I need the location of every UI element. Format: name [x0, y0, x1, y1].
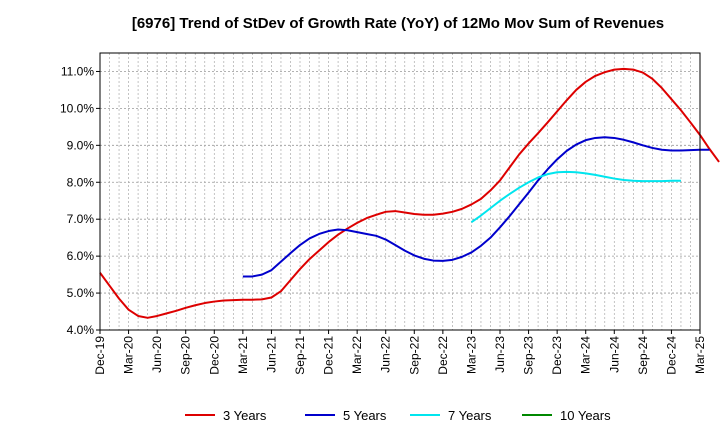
series-line-7-years	[470, 170, 681, 223]
chart-title: [6976] Trend of StDev of Growth Rate (Yo…	[132, 15, 664, 32]
legend-label: 3 Years	[223, 408, 267, 423]
y-tick-label: 4.0%	[67, 323, 95, 337]
legend-label: 5 Years	[343, 408, 387, 423]
x-tick-label: Mar-20	[122, 336, 136, 374]
series-lines	[99, 67, 720, 319]
grid	[99, 53, 701, 331]
x-tick-label: Dec-22	[436, 336, 450, 375]
plot-frame	[99, 52, 701, 331]
series-line-5-years	[242, 136, 710, 278]
x-tick-label: Jun-22	[379, 336, 393, 373]
x-tick-label: Jun-24	[607, 336, 621, 373]
x-tick-label: Mar-21	[236, 336, 250, 374]
y-tick-label: 11.0%	[61, 64, 94, 78]
x-tick-label: Dec-23	[550, 336, 564, 375]
y-tick-label: 6.0%	[67, 249, 95, 263]
x-tick-label: Dec-21	[322, 336, 336, 375]
x-tick-label: Dec-20	[207, 336, 221, 375]
x-tick-label: Sep-23	[522, 336, 536, 375]
legend-label: 10 Years	[560, 408, 611, 423]
x-tick-label: Jun-21	[264, 336, 278, 373]
legend: 3 Years 5 Years 7 Years 10 Years	[185, 408, 611, 423]
x-tick-label: Dec-24	[664, 336, 678, 375]
y-tick-label: 10.0%	[60, 101, 94, 115]
legend-label: 7 Years	[448, 408, 492, 423]
x-tick-label: Sep-20	[179, 336, 193, 375]
y-tick-label: 8.0%	[67, 175, 95, 189]
y-tick-label: 7.0%	[67, 212, 95, 226]
x-tick-label: Mar-25	[693, 336, 707, 374]
x-axis-ticks: Dec-19 Mar-20 Jun-20 Sep-20 Dec-20 Mar-21 Jun-…	[93, 330, 707, 375]
x-tick-label: Sep-22	[407, 336, 421, 375]
x-tick-label: Jun-20	[150, 336, 164, 373]
x-tick-label: Sep-21	[293, 336, 307, 375]
x-tick-label: Mar-22	[350, 336, 364, 374]
x-tick-label: Sep-24	[636, 336, 650, 375]
y-tick-label: 9.0%	[67, 138, 95, 152]
y-axis-ticks: 4.0% 5.0% 6.0% 7.0% 8.0% 9.0% 10.0% 11.0%	[60, 64, 100, 337]
x-tick-label: Mar-23	[464, 336, 478, 374]
x-tick-label: Jun-23	[493, 336, 507, 373]
series-line-3-years	[99, 67, 720, 319]
y-tick-label: 5.0%	[67, 286, 95, 300]
x-tick-label: Dec-19	[93, 336, 107, 375]
x-tick-label: Mar-24	[579, 336, 593, 374]
